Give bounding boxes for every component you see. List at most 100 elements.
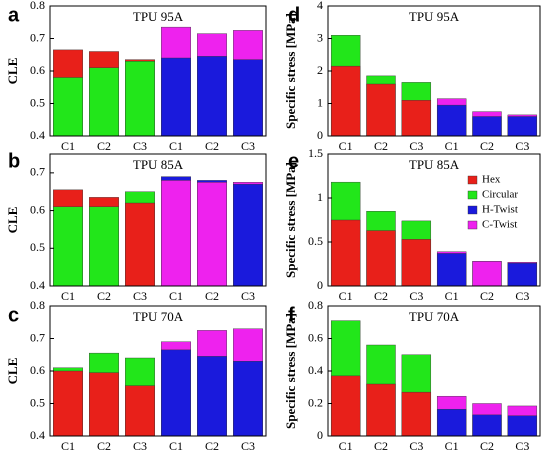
- bar: [125, 61, 155, 137]
- bar: [330, 65, 361, 137]
- x-tick-label: C1: [169, 439, 183, 453]
- plot-frame: [49, 5, 267, 137]
- x-tick-label: C1: [61, 139, 75, 153]
- x-tick-label: C3: [133, 439, 147, 453]
- x-tick-label: C2: [480, 439, 494, 453]
- x-tick-label: C2: [374, 139, 388, 153]
- y-tick-label: 0: [317, 278, 323, 292]
- bar: [125, 385, 155, 437]
- x-tick-label: C3: [409, 139, 423, 153]
- y-tick-label: 0.5: [308, 234, 323, 248]
- panel-letter: c: [8, 304, 19, 326]
- bar: [233, 361, 263, 437]
- bar: [89, 372, 119, 437]
- y-tick-label: 0.5: [30, 95, 45, 109]
- panel-letter: f: [288, 304, 295, 326]
- legend-swatch: [467, 175, 478, 185]
- bar: [330, 375, 361, 437]
- bar: [401, 239, 432, 287]
- x-tick-label: C3: [241, 289, 255, 303]
- bar: [233, 183, 263, 287]
- bar: [53, 77, 83, 137]
- bar: [366, 83, 396, 137]
- legend-swatch: [467, 190, 478, 200]
- bar: [507, 415, 538, 437]
- x-tick-label: C2: [97, 139, 111, 153]
- panel-letter: a: [8, 4, 20, 26]
- y-tick-label: 1: [317, 95, 323, 109]
- y-tick-label: 0.4: [30, 428, 45, 442]
- bar: [161, 349, 191, 437]
- x-tick-label: C2: [205, 289, 219, 303]
- bar: [507, 262, 538, 287]
- legend-label: Hex: [482, 174, 501, 186]
- x-tick-label: C1: [169, 289, 183, 303]
- x-tick-label: C3: [241, 139, 255, 153]
- y-axis-label: CLE: [5, 207, 20, 234]
- x-tick-label: C2: [205, 139, 219, 153]
- bar: [53, 206, 83, 287]
- x-tick-label: C1: [445, 439, 459, 453]
- x-tick-label: C1: [169, 139, 183, 153]
- bar: [401, 100, 432, 137]
- legend-label: Circular: [482, 189, 518, 201]
- x-tick-label: C3: [409, 289, 423, 303]
- x-tick-label: C2: [97, 289, 111, 303]
- x-tick-label: C2: [480, 289, 494, 303]
- x-tick-label: C2: [97, 439, 111, 453]
- x-tick-label: C3: [133, 289, 147, 303]
- y-tick-label: 4: [317, 0, 323, 12]
- bar: [436, 253, 467, 287]
- panel: b CLE C1 C2 C3 C1 C2 C3 0.4 0.5 0.6 0.7 TPU 85A: [5, 150, 267, 303]
- chart-title: TPU 85A: [409, 157, 460, 172]
- x-tick-label: C3: [515, 139, 529, 153]
- bar: [472, 414, 502, 437]
- chart-title: TPU 70A: [133, 309, 184, 324]
- plot-frame: [327, 153, 541, 287]
- chart-title: TPU 95A: [409, 9, 460, 24]
- y-tick-label: 0.7: [30, 30, 45, 44]
- bar: [436, 104, 467, 137]
- bar: [53, 370, 83, 437]
- bar: [366, 383, 396, 437]
- x-tick-label: C3: [515, 289, 529, 303]
- bar: [125, 202, 155, 287]
- panel: a CLE C1 C2 C3 C1 C2 C3 0.4 0.5 0.6 0.7 0.8 TPU 95A: [5, 0, 267, 153]
- x-tick-label: C1: [61, 289, 75, 303]
- y-tick-label: 0.8: [30, 298, 45, 312]
- bar: [330, 219, 361, 287]
- y-tick-label: 1: [317, 190, 323, 204]
- y-tick-label: 2: [317, 63, 323, 77]
- bar: [161, 57, 191, 137]
- y-axis-label: Specific stress [MPa]: [283, 162, 298, 278]
- x-tick-label: C2: [480, 139, 494, 153]
- y-tick-label: 0.6: [30, 363, 45, 377]
- bar: [472, 116, 502, 137]
- legend-label: C-Twist: [482, 219, 517, 231]
- y-tick-label: 0.6: [30, 202, 45, 216]
- y-axis-label: CLE: [5, 58, 20, 85]
- bar: [89, 67, 119, 137]
- x-tick-label: C3: [515, 439, 529, 453]
- legend-swatch: [467, 220, 478, 230]
- x-tick-label: C2: [205, 439, 219, 453]
- bar: [89, 206, 119, 287]
- bar: [436, 408, 467, 437]
- legend-swatch: [467, 205, 478, 215]
- y-tick-label: 0.4: [30, 278, 45, 292]
- y-tick-label: 0: [317, 428, 323, 442]
- x-tick-label: C1: [61, 439, 75, 453]
- plot-frame: [49, 305, 267, 437]
- x-tick-label: C2: [374, 289, 388, 303]
- bar: [197, 182, 227, 287]
- y-tick-label: 0.4: [308, 363, 323, 377]
- bar: [197, 356, 227, 437]
- bar: [472, 261, 502, 287]
- plot-frame: [327, 5, 541, 137]
- legend-label: H-Twist: [482, 204, 518, 216]
- bar: [366, 230, 396, 287]
- y-tick-label: 0.8: [308, 298, 323, 312]
